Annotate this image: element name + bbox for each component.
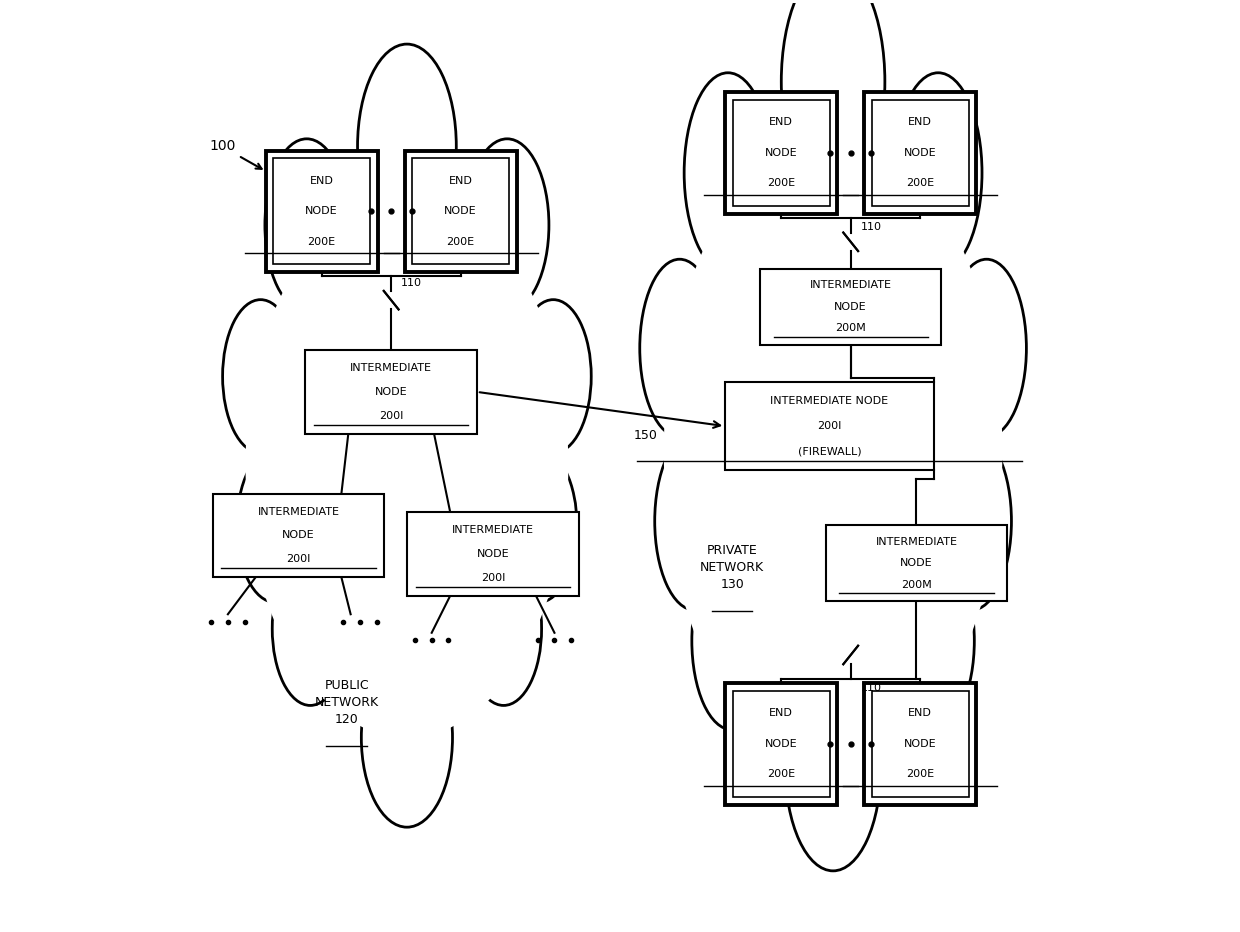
- Ellipse shape: [640, 259, 719, 437]
- Text: 200I: 200I: [286, 555, 311, 564]
- Text: 200M: 200M: [836, 323, 866, 334]
- Bar: [872, 691, 968, 797]
- Bar: [412, 158, 510, 265]
- Text: 110: 110: [861, 683, 882, 693]
- Text: INTERMEDIATE: INTERMEDIATE: [810, 280, 892, 290]
- Bar: [273, 158, 371, 265]
- Ellipse shape: [692, 552, 771, 730]
- Text: 200E: 200E: [906, 178, 934, 188]
- Text: 110: 110: [401, 279, 422, 289]
- Bar: [265, 151, 378, 272]
- Text: END: END: [310, 176, 334, 185]
- Text: (FIREWALL): (FIREWALL): [797, 446, 862, 457]
- Ellipse shape: [237, 449, 312, 602]
- Ellipse shape: [663, 137, 1002, 767]
- Ellipse shape: [894, 552, 975, 730]
- Text: END: END: [449, 176, 472, 185]
- Bar: [408, 513, 579, 596]
- Text: 100: 100: [210, 140, 236, 154]
- Bar: [733, 100, 830, 206]
- Ellipse shape: [781, 0, 885, 200]
- Text: NODE: NODE: [900, 558, 932, 569]
- Bar: [404, 151, 517, 272]
- Text: 110: 110: [861, 222, 882, 232]
- Text: 200I: 200I: [379, 411, 403, 420]
- Text: INTERMEDIATE: INTERMEDIATE: [350, 363, 433, 373]
- Ellipse shape: [246, 194, 568, 738]
- Ellipse shape: [785, 664, 880, 870]
- Text: PRIVATE
NETWORK
130: PRIVATE NETWORK 130: [701, 544, 764, 592]
- Text: INTERMEDIATE: INTERMEDIATE: [453, 526, 534, 535]
- Text: NODE: NODE: [904, 148, 936, 158]
- Bar: [826, 526, 1007, 601]
- Text: 150: 150: [634, 429, 658, 442]
- Ellipse shape: [931, 432, 1012, 610]
- Ellipse shape: [265, 139, 348, 311]
- Text: 200E: 200E: [906, 770, 934, 779]
- Ellipse shape: [516, 300, 591, 453]
- Text: END: END: [769, 117, 794, 128]
- Bar: [725, 683, 837, 804]
- Text: 200E: 200E: [308, 237, 336, 247]
- Text: 200I: 200I: [481, 573, 505, 582]
- Ellipse shape: [273, 552, 348, 706]
- Text: PUBLIC
NETWORK
120: PUBLIC NETWORK 120: [315, 678, 378, 726]
- Ellipse shape: [361, 648, 453, 828]
- Bar: [305, 350, 477, 433]
- Bar: [725, 92, 837, 213]
- Text: INTERMEDIATE NODE: INTERMEDIATE NODE: [770, 396, 888, 406]
- Text: NODE: NODE: [283, 530, 315, 541]
- Bar: [864, 92, 976, 213]
- Text: END: END: [908, 117, 932, 128]
- Ellipse shape: [223, 300, 299, 453]
- Ellipse shape: [946, 259, 1027, 437]
- Text: 200I: 200I: [817, 421, 842, 432]
- Text: NODE: NODE: [765, 739, 797, 749]
- Bar: [725, 382, 934, 470]
- Text: 200M: 200M: [901, 580, 931, 590]
- Text: END: END: [908, 708, 932, 719]
- Text: END: END: [769, 708, 794, 719]
- Text: 200E: 200E: [768, 770, 795, 779]
- Text: NODE: NODE: [305, 206, 339, 216]
- Text: NODE: NODE: [765, 148, 797, 158]
- Text: NODE: NODE: [374, 387, 408, 397]
- Text: 200E: 200E: [446, 237, 475, 247]
- Bar: [213, 494, 384, 577]
- Text: NODE: NODE: [904, 739, 936, 749]
- Ellipse shape: [466, 552, 542, 706]
- Text: NODE: NODE: [476, 549, 510, 559]
- Ellipse shape: [655, 432, 734, 610]
- Ellipse shape: [684, 73, 771, 273]
- Ellipse shape: [894, 73, 982, 273]
- Bar: [864, 683, 976, 804]
- Ellipse shape: [501, 449, 577, 602]
- Bar: [760, 268, 941, 345]
- Bar: [872, 100, 968, 206]
- Ellipse shape: [357, 44, 456, 249]
- Bar: [733, 691, 830, 797]
- Text: NODE: NODE: [835, 302, 867, 311]
- Text: 200E: 200E: [768, 178, 795, 188]
- Text: NODE: NODE: [444, 206, 477, 216]
- Ellipse shape: [465, 139, 549, 311]
- Text: INTERMEDIATE: INTERMEDIATE: [258, 507, 340, 516]
- Text: INTERMEDIATE: INTERMEDIATE: [875, 537, 957, 546]
